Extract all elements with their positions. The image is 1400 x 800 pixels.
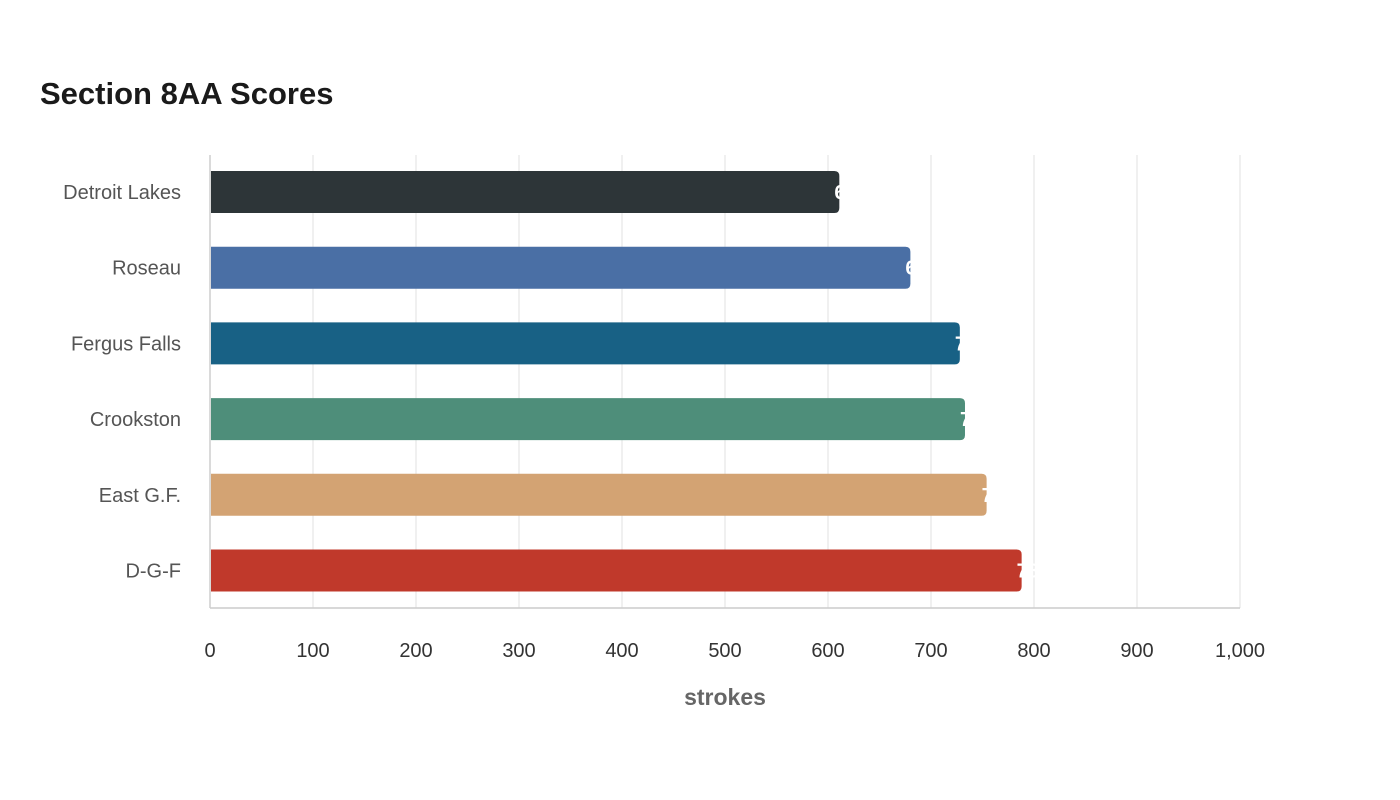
category-label: Roseau — [112, 258, 181, 280]
chart-title: Section 8AA Scores — [40, 76, 334, 111]
axis-layer: 0 100 200 300 400 500 600 700 800 900 1,000 Detroit… — [63, 155, 1265, 662]
x-tick-label: 600 — [811, 640, 844, 662]
x-axis-title: strokes — [684, 684, 766, 710]
bar[interactable] — [211, 322, 960, 365]
bar[interactable] — [211, 549, 1022, 592]
data-label: 611 — [834, 182, 866, 204]
data-label: 733 — [960, 409, 993, 431]
category-label: Crookston — [90, 409, 181, 431]
x-tick-label: 300 — [502, 640, 535, 662]
grid-layer — [209, 155, 1241, 608]
bar[interactable] — [211, 398, 965, 441]
bar[interactable] — [211, 246, 911, 289]
x-tick-label: 800 — [1017, 640, 1050, 662]
x-tick-label: 900 — [1120, 640, 1153, 662]
bar[interactable] — [211, 171, 840, 213]
x-tick-label: 1,000 — [1215, 640, 1265, 662]
data-label: 754 — [982, 485, 1016, 507]
category-label: D-G-F — [125, 561, 181, 583]
x-tick-label: 500 — [708, 640, 741, 662]
category-label: Fergus Falls — [71, 333, 181, 355]
category-label: Detroit Lakes — [63, 182, 181, 204]
bar[interactable] — [211, 473, 987, 516]
x-tick-label: 400 — [605, 640, 638, 662]
x-tick-label: 200 — [399, 640, 432, 662]
x-tick-label: 0 — [204, 640, 215, 662]
data-label: 680 — [905, 258, 938, 280]
x-tick-label: 700 — [914, 640, 947, 662]
category-label: East G.F. — [99, 485, 181, 507]
x-tick-label: 100 — [296, 640, 329, 662]
data-label: 788 — [1017, 561, 1050, 583]
bar-layer: 611 680 728 733 754 788 — [211, 171, 1050, 592]
data-label: 728 — [955, 333, 988, 355]
